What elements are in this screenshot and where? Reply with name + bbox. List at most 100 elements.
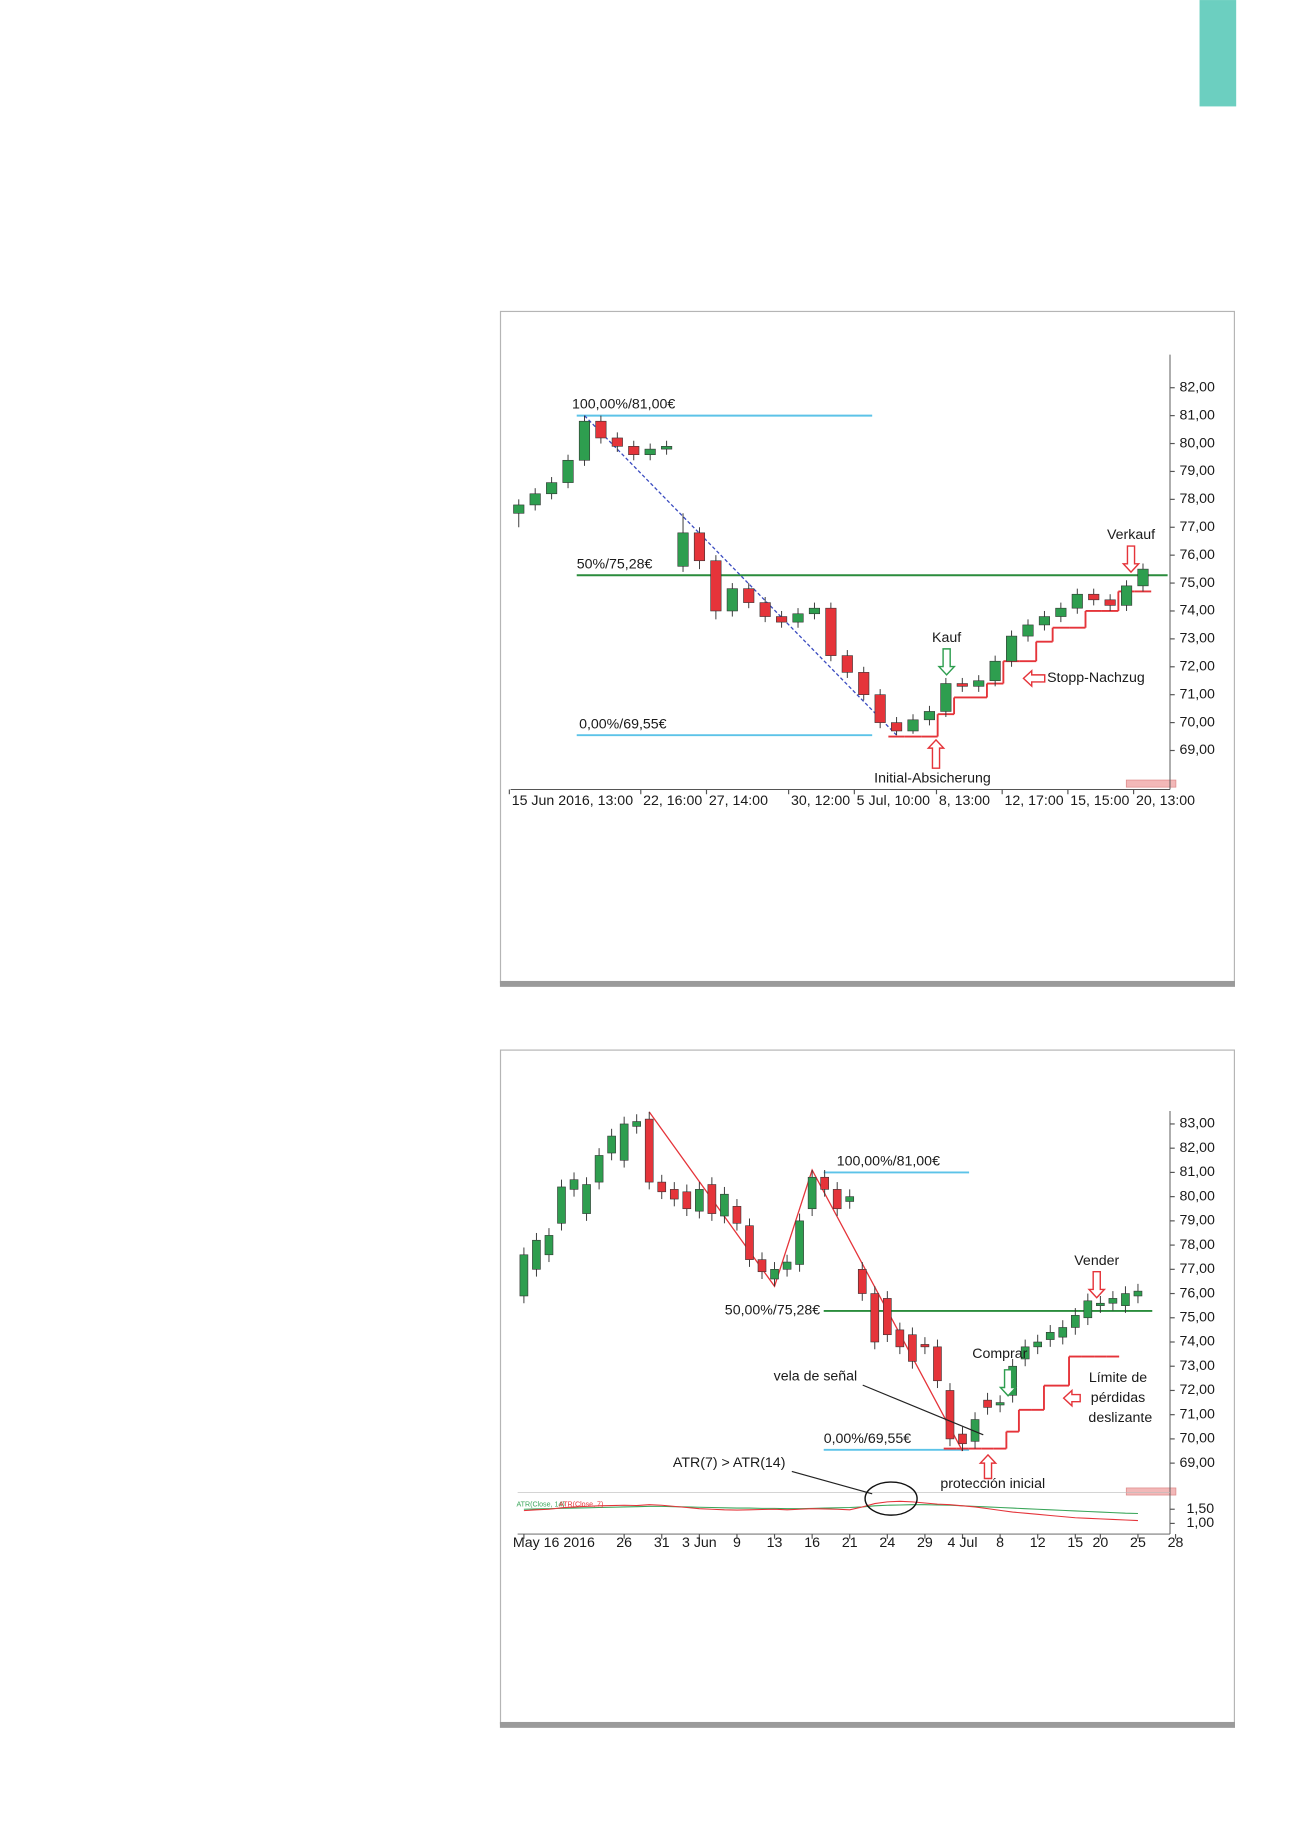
x-tick-label: 12 — [1030, 1535, 1046, 1551]
candle-body — [970, 1419, 980, 1442]
annotation: Kauf — [932, 630, 961, 646]
candle-body — [644, 1118, 654, 1183]
candle-body — [923, 711, 935, 721]
section-tab — [1199, 0, 1237, 107]
candle-body — [945, 1390, 955, 1440]
candle-body — [1133, 1290, 1143, 1297]
x-tick-label: 22, 16:00 — [643, 793, 702, 809]
candle-body — [1088, 593, 1100, 601]
candle-body — [669, 1189, 679, 1200]
candle-body — [1006, 635, 1018, 662]
indicator-line — [523, 1500, 1138, 1522]
y-tick-label: 80,00 — [1179, 435, 1215, 451]
candle-body — [933, 1346, 942, 1382]
candle-body — [825, 607, 837, 656]
leader-line — [862, 1384, 984, 1436]
annotation: Stopp-Nachzug — [1047, 670, 1145, 686]
fib-level-label: 100,00%/81,00€ — [837, 1154, 940, 1170]
candle-body — [1022, 624, 1034, 637]
candle-body — [1038, 616, 1050, 626]
x-tick-label: 3 Jun — [682, 1535, 717, 1551]
annotation: Initial-Absicherung — [874, 771, 991, 787]
annotation: Comprar — [972, 1346, 1027, 1362]
y-tick-label: 70,00 — [1179, 714, 1215, 730]
candle-body — [795, 1220, 804, 1265]
candle-body — [820, 1176, 829, 1190]
candle-body — [594, 1155, 604, 1183]
arrow — [1087, 1270, 1107, 1299]
y-tick-label: 79,00 — [1179, 1213, 1215, 1229]
candle-body — [595, 420, 607, 439]
arrow — [926, 738, 946, 769]
y-tick-label: 72,00 — [1179, 659, 1215, 675]
y-tick-label: 75,00 — [1179, 1310, 1215, 1326]
y-tick-label: 1,00 — [1187, 1515, 1215, 1531]
leader-line — [791, 1470, 873, 1495]
candle-body — [1058, 1327, 1068, 1338]
candle-body — [883, 1298, 892, 1336]
fib-level-label: 50%/75,28€ — [577, 556, 653, 572]
candle-body — [707, 1184, 717, 1214]
indicator-line — [523, 1504, 1138, 1515]
candle-body — [720, 1193, 729, 1217]
legend-entry: ATR(Close, 14) — [516, 1500, 564, 1508]
candle-body — [891, 722, 903, 732]
y-tick-label: 76,00 — [1179, 547, 1215, 563]
candle-body — [1108, 1298, 1118, 1304]
y-tick-label: 82,00 — [1179, 1140, 1215, 1156]
candle-body — [757, 1259, 767, 1273]
x-tick-label: May 16 2016 — [513, 1535, 595, 1551]
x-tick-label: 20, 13:00 — [1136, 793, 1195, 809]
candle-body — [958, 1433, 967, 1445]
candle-body — [519, 1254, 529, 1297]
candle-body — [544, 1235, 554, 1256]
arrow — [1022, 669, 1046, 688]
candle-body — [732, 1206, 742, 1224]
candle-body — [908, 1334, 917, 1362]
arrow — [1121, 545, 1141, 574]
candle-body — [578, 420, 591, 461]
fib-level-label: 0,00%/69,55€ — [579, 716, 667, 732]
candle-body — [870, 1293, 880, 1343]
candle-body — [1121, 585, 1133, 606]
candle-body — [745, 1225, 754, 1260]
annotation: vela de señal — [774, 1369, 858, 1385]
x-tick-label: 15 Jun 2016, 13:00 — [512, 793, 633, 809]
candle-body — [895, 1329, 905, 1348]
candle-body — [973, 680, 985, 687]
arrow — [978, 1453, 998, 1480]
y-tick-label: 1,50 — [1187, 1501, 1215, 1517]
y-tick-label: 71,00 — [1179, 686, 1215, 702]
x-tick-label: 29 — [917, 1535, 933, 1551]
candle-body — [529, 493, 541, 506]
candle-body — [920, 1344, 930, 1348]
annotation: protección inicial — [940, 1476, 1045, 1492]
candle-body — [513, 504, 525, 514]
candle-body — [1033, 1341, 1043, 1348]
candle-body — [628, 446, 640, 455]
y-tick-label: 77,00 — [1179, 1261, 1215, 1277]
y-tick-label: 75,00 — [1179, 575, 1215, 591]
candle-body — [956, 683, 968, 687]
annotation: Verkauf — [1107, 527, 1155, 543]
candle-body — [677, 532, 689, 567]
x-tick-label: 25 — [1130, 1535, 1146, 1551]
y-tick-label: 81,00 — [1179, 407, 1215, 423]
candle-body — [874, 694, 886, 723]
candle-body — [782, 1261, 792, 1270]
candle-body — [695, 1189, 704, 1212]
scrollbar — [1125, 779, 1177, 788]
x-tick-label: 27, 14:00 — [709, 793, 768, 809]
y-tick-label: 71,00 — [1179, 1406, 1215, 1422]
x-tick-label: 13 — [767, 1535, 783, 1551]
candle-body — [807, 1176, 817, 1210]
highlight-ellipse — [864, 1481, 918, 1516]
candle-body — [841, 655, 853, 673]
candle-body — [607, 1135, 616, 1154]
candle-body — [693, 532, 706, 562]
arrow — [998, 1369, 1018, 1397]
y-tick-label: 73,00 — [1179, 631, 1215, 647]
candle-body — [940, 683, 952, 712]
chart-frame — [499, 310, 1235, 984]
